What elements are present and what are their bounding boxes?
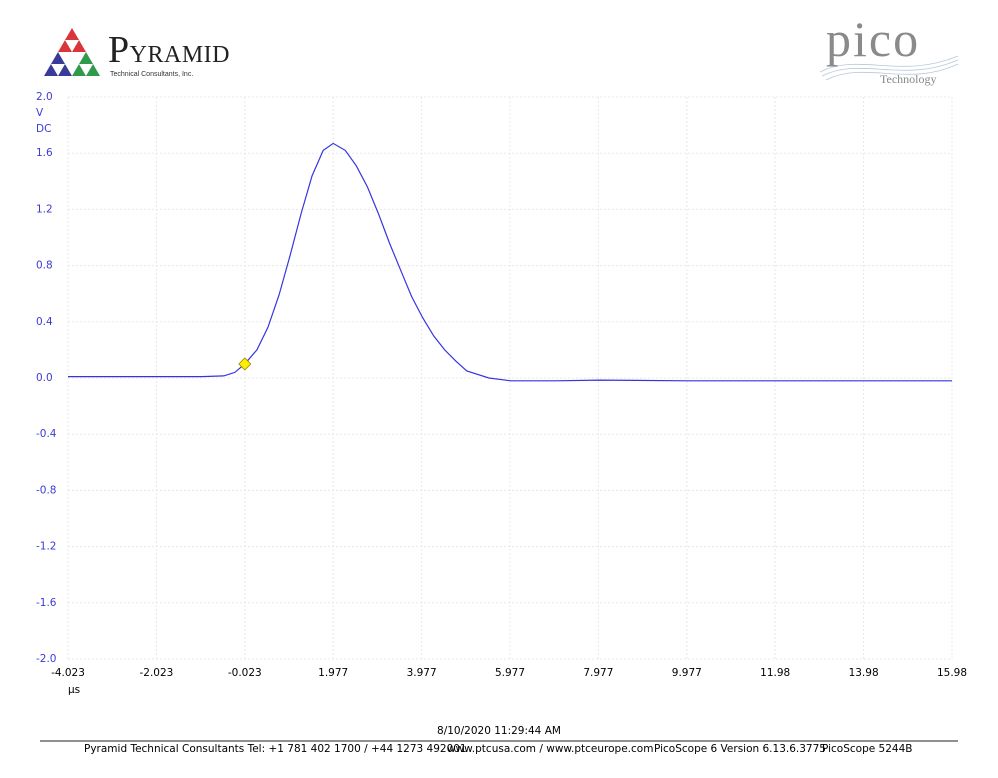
- trigger-marker: [238, 357, 252, 371]
- y-tick-label: -2.0: [36, 653, 57, 665]
- x-tick-label: 9.977: [672, 667, 702, 679]
- y-unit: V: [36, 107, 44, 119]
- x-unit: µs: [68, 684, 80, 696]
- x-tick-label: 15.98: [937, 667, 967, 679]
- y-tick-label: -1.2: [36, 541, 57, 553]
- y-tick-label: -0.4: [36, 428, 57, 440]
- y-tick-label: 2.0: [36, 91, 53, 103]
- y-coupling: DC: [36, 123, 51, 135]
- pico-subtitle: Technology: [880, 72, 937, 86]
- y-tick-label: 1.6: [36, 147, 53, 159]
- footer-item: www.ptcusa.com / www.ptceurope.com: [447, 743, 653, 755]
- y-tick-label: 0.0: [36, 372, 53, 384]
- y-tick-label: -0.8: [36, 484, 57, 496]
- x-tick-label: 7.977: [583, 667, 613, 679]
- timestamp: 8/10/2020 11:29:44 AM: [437, 725, 561, 737]
- pyramid-name: PYRAMID: [108, 29, 230, 71]
- pico-swoosh: [819, 55, 959, 81]
- footer-item: PicoScope 5244B: [822, 743, 912, 755]
- x-tick-label: -4.023: [51, 667, 85, 679]
- y-tick-label: 1.2: [36, 203, 53, 215]
- footer-item: Pyramid Technical Consultants Tel: +1 78…: [84, 743, 467, 755]
- pyramid-logo-icon: [44, 28, 100, 76]
- x-tick-label: 11.98: [760, 667, 790, 679]
- y-tick-label: 0.4: [36, 316, 53, 328]
- x-tick-label: 3.977: [407, 667, 437, 679]
- x-tick-label: 5.977: [495, 667, 525, 679]
- x-tick-label: 1.977: [318, 667, 348, 679]
- footer-item: PicoScope 6 Version 6.13.6.3775: [654, 743, 826, 755]
- pico-name: pico: [826, 11, 921, 67]
- x-tick-label: -2.023: [139, 667, 173, 679]
- y-tick-label: -1.6: [36, 597, 57, 609]
- x-tick-label: -0.023: [228, 667, 262, 679]
- y-tick-label: 0.8: [36, 260, 53, 272]
- pyramid-subtitle: Technical Consultants, Inc.: [110, 71, 194, 78]
- x-tick-label: 13.98: [849, 667, 879, 679]
